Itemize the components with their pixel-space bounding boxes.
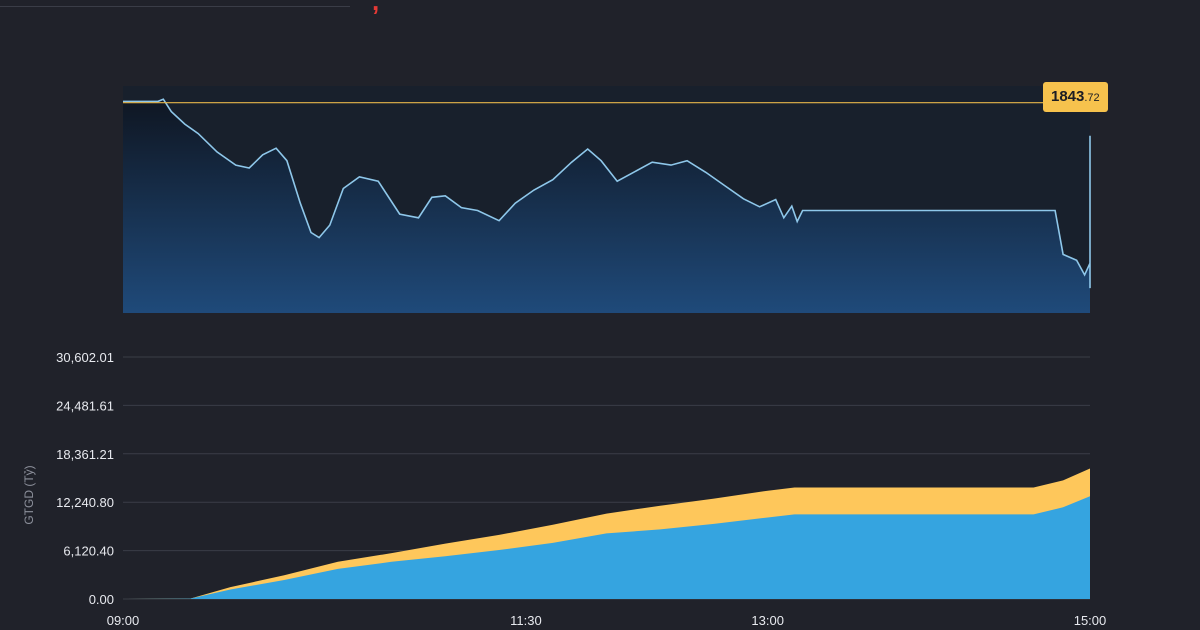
reference-value-badge: 1843.72 [1043,82,1108,112]
area-base [123,406,1090,599]
header-divider [0,6,350,7]
x-axis-labels: 09:00 11:30 13:00 15:00 [107,613,1107,628]
price-line [123,98,1091,289]
y-axis-labels: 0.00 6,120.40 12,240.80 18,361.21 24,481.61 3… [56,350,114,607]
x-tick-label: 13:00 [751,613,784,628]
y-tick-label: 24,481.61 [56,398,114,413]
reference-value-int: 1843 [1051,88,1085,105]
y-tick-label: 18,361.21 [56,447,114,462]
y-tick-label: 12,240.80 [56,495,114,510]
y-axis-title: GTGD (Tỷ) [22,465,36,524]
header-title-fragment: , [372,0,380,16]
y-tick-label: 30,602.01 [56,350,114,365]
reference-value-decimal: .72 [1084,92,1100,104]
x-tick-label: 11:30 [510,613,542,628]
x-tick-label: 09:00 [107,613,140,628]
y-tick-label: 0.00 [89,592,114,607]
price-area [123,99,1090,313]
y-tick-label: 6,120.40 [63,544,114,559]
x-tick-label: 15:00 [1074,613,1107,628]
